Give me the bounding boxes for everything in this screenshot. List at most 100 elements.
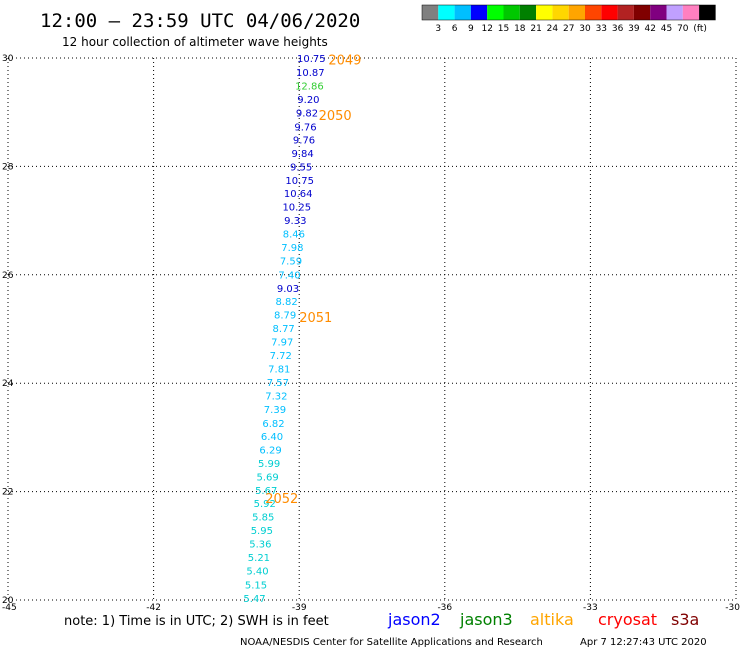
wave-height-point: 7.98 [281, 243, 303, 254]
time-marker: 2052 [265, 492, 298, 507]
wave-height-point: 8.82 [275, 297, 297, 308]
y-tick-label: 26 [2, 271, 14, 281]
color-swatch [666, 5, 683, 20]
color-swatch [519, 5, 537, 20]
wave-height-point: 7.57 [267, 378, 289, 389]
wave-height-point: 7.72 [270, 351, 292, 362]
wave-height-point: 10.25 [282, 203, 311, 214]
y-axis-ticks: 20 22 24 26 28 30 [2, 54, 14, 606]
x-tick-label: -39 [292, 603, 307, 613]
color-swatch [487, 5, 504, 20]
time-marker: 2050 [319, 109, 352, 124]
wave-height-point: 5.99 [258, 459, 280, 470]
wave-height-point: 5.47 [243, 594, 265, 605]
wave-height-point: 5.67 [255, 486, 277, 497]
wave-height-point: 9.20 [297, 95, 319, 106]
x-tick-label: -30 [725, 603, 740, 613]
wave-height-point: 7.39 [264, 405, 286, 416]
footer-note: note: 1) Time is in UTC; 2) SWH is in fe… [64, 614, 329, 629]
chart-subtitle: 12 hour collection of altimeter wave hei… [62, 35, 328, 49]
color-swatch [585, 5, 602, 20]
color-swatch [454, 5, 471, 20]
y-tick-label: 30 [2, 54, 14, 64]
wave-height-point: 12.86 [295, 82, 324, 93]
color-scale-legend: 3 6 9 12 15 18 21 24 27 30 33 36 39 42 45 70 (ft) [421, 4, 716, 34]
color-scale-label: 6 [452, 24, 458, 34]
wave-height-point: 9.82 [296, 109, 318, 120]
wave-height-point: 8.77 [273, 324, 295, 335]
wave-height-point: 10.75 [297, 54, 326, 65]
wave-height-point: 5.15 [245, 580, 267, 591]
wave-height-point: 9.55 [290, 162, 312, 173]
color-scale-label: 39 [628, 24, 640, 34]
color-swatch [422, 5, 439, 20]
wave-height-point: 5.92 [254, 499, 276, 510]
time-marker: 2051 [299, 311, 332, 326]
x-tick-label: -33 [583, 603, 598, 613]
color-scale-label: 12 [481, 24, 492, 34]
color-swatch [438, 5, 455, 20]
color-scale-label: 42 [644, 24, 655, 34]
satellite-s3a: s3a [671, 610, 699, 629]
wave-height-point: 7.59 [280, 257, 302, 268]
wave-height-point: 9.76 [294, 122, 316, 133]
color-swatch [682, 5, 700, 20]
y-tick-label: 24 [2, 379, 14, 389]
wave-height-point: 7.40 [278, 270, 300, 281]
footer-credit: NOAA/NESDIS Center for Satellite Applica… [240, 637, 543, 648]
satellite-jason2: jason2 [387, 610, 441, 629]
wave-height-point: 9.33 [284, 216, 306, 227]
wave-height-point: 5.95 [251, 526, 273, 537]
y-tick-label: 28 [2, 162, 14, 172]
wave-height-point: 10.87 [296, 68, 325, 79]
color-swatch [633, 5, 651, 20]
wave-height-point: 8.79 [274, 310, 296, 321]
color-scale-label: 30 [579, 24, 591, 34]
x-tick-label: -36 [437, 603, 452, 613]
wave-height-point: 6.82 [262, 419, 284, 430]
color-scale-label: 18 [514, 24, 526, 34]
color-scale-unit: (ft) [693, 24, 707, 34]
color-scale-label: 45 [661, 24, 672, 34]
wave-height-point: 9.76 [293, 135, 315, 146]
wave-height-point: 5.85 [252, 513, 274, 524]
color-swatch [617, 5, 634, 20]
color-scale-label: 3 [435, 24, 441, 34]
x-tick-label: -45 [2, 603, 17, 613]
wave-height-point: 5.36 [249, 540, 271, 551]
wave-height-point: 10.64 [284, 189, 313, 200]
color-scale-label: 21 [530, 24, 541, 34]
color-scale-label: 36 [612, 24, 624, 34]
wave-height-point: 7.97 [271, 337, 293, 348]
wave-height-point: 7.32 [265, 392, 287, 403]
x-tick-label: -42 [146, 603, 161, 613]
color-scale-label: 15 [498, 24, 509, 34]
color-swatch [568, 5, 585, 20]
satellite-cryosat: cryosat [598, 610, 657, 629]
wave-height-point: 5.21 [248, 553, 270, 564]
color-scale-label: 27 [563, 24, 574, 34]
color-scale-label: 33 [596, 24, 607, 34]
color-swatch [552, 5, 569, 20]
grid [7, 57, 737, 601]
color-swatch [536, 5, 553, 20]
color-scale-label: 24 [547, 24, 559, 34]
time-marker: 2049 [328, 54, 361, 69]
wave-height-point: 9.03 [277, 284, 299, 295]
color-swatch [699, 5, 716, 20]
color-swatch [503, 5, 520, 20]
wave-height-point: 9.84 [291, 149, 313, 160]
wave-height-labels: 10.75 10.87 12.86 9.20 9.82 9.76 9.76 9.84 9.55 1… [243, 54, 325, 605]
satellite-legend: jason2 jason3 altika cryosat s3a [387, 610, 699, 629]
x-axis-ticks: -45 -42 -39 -36 -33 -30 [2, 603, 740, 613]
color-scale-frame [421, 4, 716, 21]
footer-timestamp: Apr 7 12:27:43 UTC 2020 [580, 637, 707, 648]
chart-title: 12:00 – 23:59 UTC 04/06/2020 [40, 10, 360, 32]
wave-height-point: 7.81 [268, 365, 290, 376]
wave-height-point: 6.29 [259, 445, 281, 456]
y-tick-label: 20 [2, 596, 14, 606]
color-swatch [601, 5, 618, 20]
time-markers: 2049 2050 2051 2052 [265, 54, 361, 507]
y-tick-label: 22 [2, 488, 13, 498]
